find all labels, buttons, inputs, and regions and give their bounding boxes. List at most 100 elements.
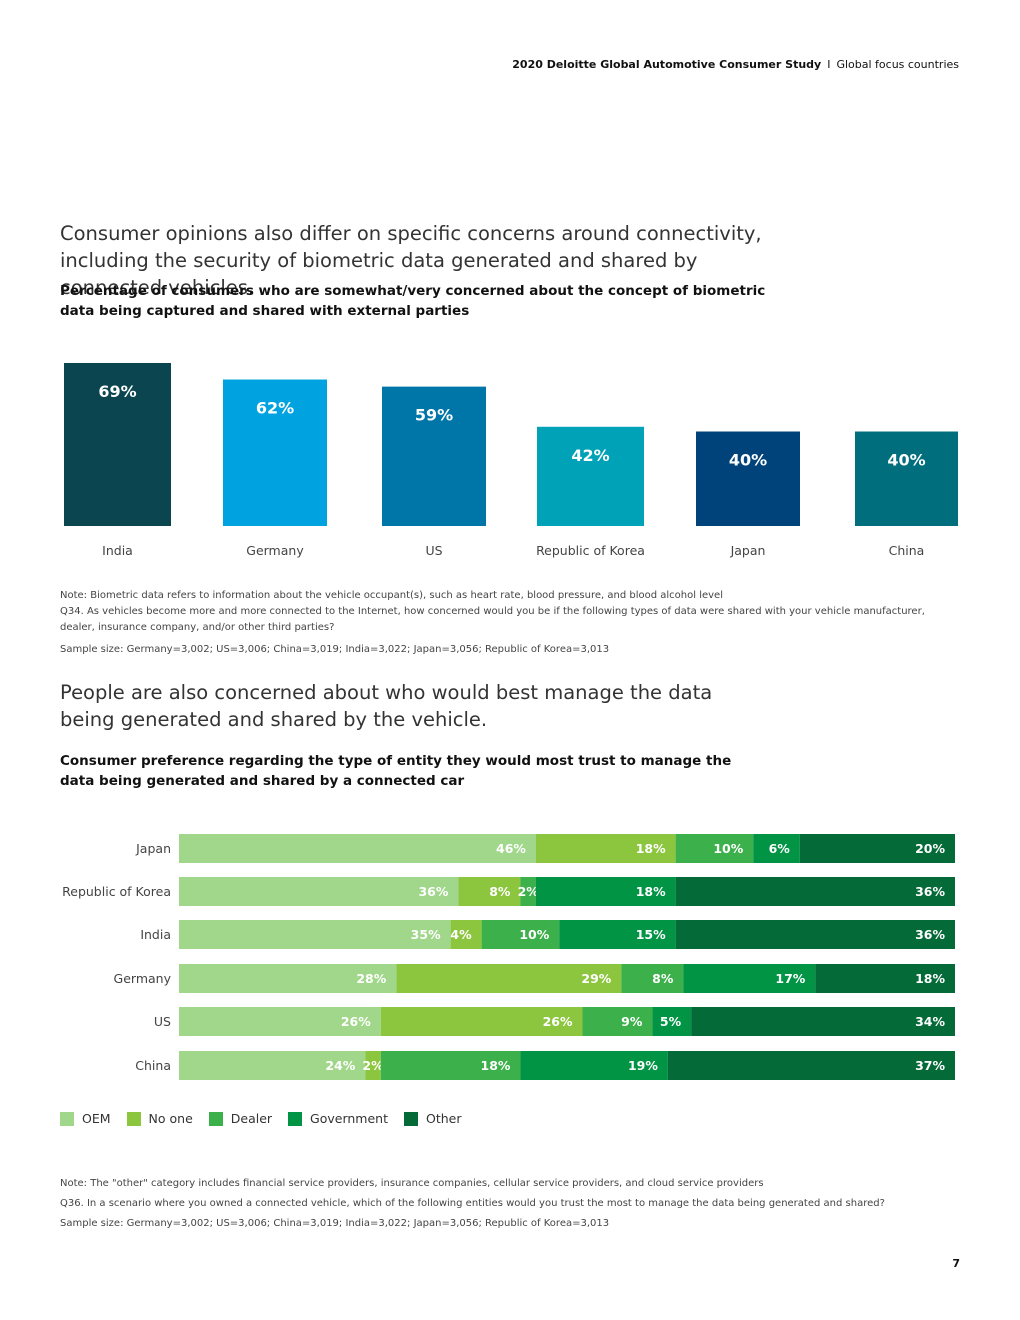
q34-note: Q34. As vehicles become more and more co… [60,606,925,633]
section-title: Global focus countries [836,58,959,71]
row-label: Germany [114,971,172,986]
q36-note: Q36. In a scenario where you owned a con… [60,1198,885,1209]
segment-value-label: 5% [660,1014,682,1029]
category-label: Japan [730,543,766,558]
running-header: 2020 Deloitte Global Automotive Consumer… [512,58,959,71]
bar-value-label: 59% [415,406,453,425]
header-separator: I [827,58,831,71]
category-label: Germany [246,543,304,558]
segment-dealer [675,834,754,863]
segment-government [652,1007,692,1036]
segment-value-label: 36% [418,884,448,899]
segment-other [691,1007,955,1036]
segment-other [675,877,955,906]
segment-value-label: 29% [581,971,611,986]
section2-lead: People are also concerned about who woul… [60,681,713,731]
bar-value-label: 40% [729,451,767,470]
segment-government [753,834,800,863]
segment-value-label: 18% [636,884,666,899]
segment-no-one [458,877,521,906]
legend-label: Government [310,1111,389,1126]
segment-value-label: 26% [341,1014,371,1029]
sample-size-note: Sample size: Germany=3,002; US=3,006; Ch… [60,644,610,655]
segment-value-label: 10% [519,927,549,942]
row-label: US [154,1014,171,1029]
segment-dealer [621,964,684,993]
segment-no-one [450,920,482,949]
chart-legend: OEM No one Dealer Government Other [60,1111,462,1126]
category-label: US [425,543,442,558]
legend-swatch [126,1111,141,1126]
bar-us [382,386,486,526]
legend-swatch [404,1111,419,1126]
page-number: 7 [952,1257,960,1270]
segment-dealer [481,920,560,949]
row-label: Republic of Korea [62,884,171,899]
segment-other [667,1051,955,1080]
segment-other [799,834,955,863]
legend-item-no-one: No one [126,1111,193,1126]
segment-value-label: 36% [915,927,945,942]
segment-no-one [535,834,676,863]
legend-item-dealer: Dealer [208,1111,273,1126]
segment-oem [179,920,451,949]
segment-value-label: 35% [411,927,441,942]
row-label: Japan [135,841,171,856]
segment-value-label: 26% [543,1014,573,1029]
category-label: China [889,543,925,558]
row-label: China [135,1058,171,1073]
legend-swatch [208,1111,223,1126]
segment-value-label: 9% [621,1014,643,1029]
segment-no-one [380,1007,583,1036]
segment-value-label: 15% [636,927,666,942]
legend-item-other: Other [404,1111,462,1126]
segment-value-label: 36% [915,884,945,899]
section1-lead: Consumer opinions also differ on specifi… [60,222,762,299]
trust-stacked-bar-chart: Japan 46% 18% 10% 6% 20% Republic of Korea 36% 8… [62,834,955,1080]
bar-republic-of-korea [537,426,644,526]
segment-no-one [396,964,622,993]
bar-value-label: 69% [98,382,136,401]
segment-dealer [380,1051,521,1080]
bar-germany [223,379,327,526]
bar-japan [696,431,800,526]
segment-no-one [365,1051,381,1080]
row-label: India [140,927,171,942]
section1-chart-subhead: Percentage of consumers who are somewhat… [60,283,766,319]
bar-value-label: 42% [571,446,609,465]
segment-value-label: 20% [915,841,945,856]
segment-value-label: 10% [713,841,743,856]
segment-value-label: 17% [775,971,805,986]
segment-value-label: 2% [518,884,540,899]
legend-item-government: Government [288,1111,388,1126]
bar-value-label: 62% [256,399,294,418]
bar-india [64,363,171,526]
segment-dealer [520,877,536,906]
legend-label: Dealer [230,1111,273,1126]
segment-oem [179,964,397,993]
category-label: Republic of Korea [536,543,645,558]
legend-label: Other [426,1111,462,1126]
segment-value-label: 34% [915,1014,945,1029]
segment-value-label: 4% [450,927,472,942]
segment-oem [179,1007,381,1036]
other-category-note: Note: The "other" category includes fina… [60,1178,764,1189]
section2-notes: Note: The "other" category includes fina… [60,1174,960,1234]
segment-value-label: 46% [496,841,526,856]
segment-government [683,964,816,993]
bar-china [855,431,958,526]
segment-government [520,1051,668,1080]
segment-value-label: 2% [362,1058,384,1073]
segment-other [815,964,955,993]
segment-value-label: 37% [915,1058,945,1073]
segment-government [559,920,676,949]
segment-value-label: 8% [489,884,511,899]
segment-value-label: 8% [652,971,674,986]
segment-government [535,877,676,906]
segment-oem [179,1051,366,1080]
bar-value-label: 40% [887,451,925,470]
legend-label: No one [148,1111,193,1126]
study-title: 2020 Deloitte Global Automotive Consumer… [512,58,822,71]
segment-dealer [582,1007,653,1036]
legend-label: OEM [82,1111,111,1126]
